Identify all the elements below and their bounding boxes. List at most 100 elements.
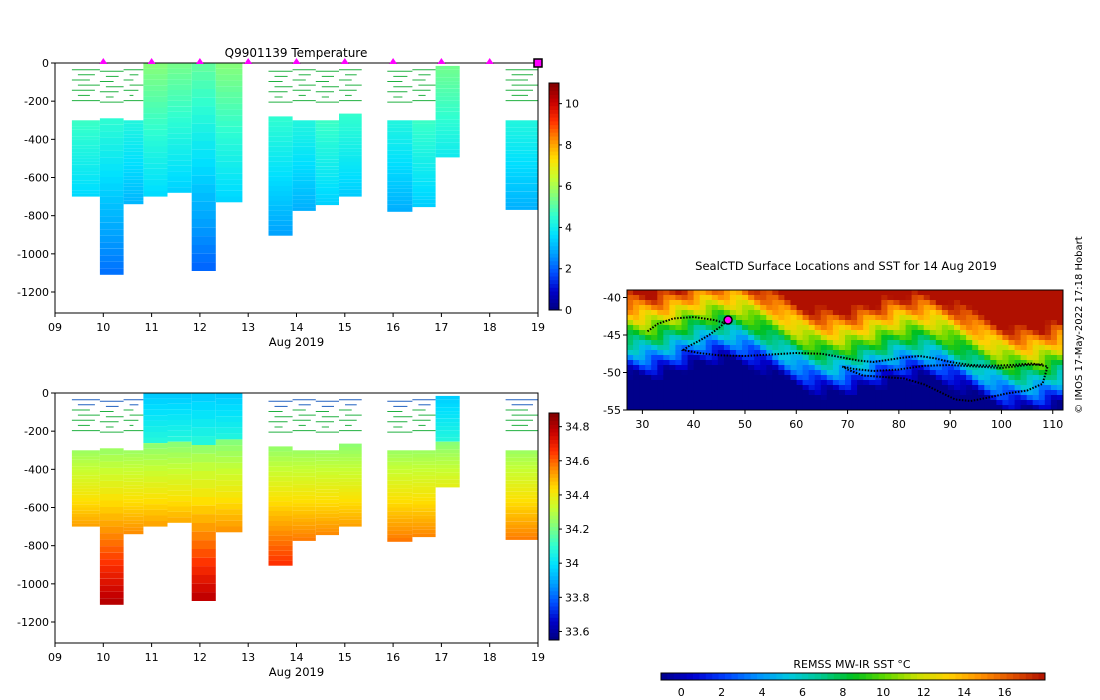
profile-cell xyxy=(292,491,316,496)
sst-cell xyxy=(966,295,973,301)
sst-cell xyxy=(699,385,707,391)
sst-cell xyxy=(1056,300,1064,306)
sst-cell xyxy=(808,400,816,406)
sst-cell xyxy=(754,330,761,336)
sst-cell xyxy=(899,295,907,301)
sst-cell xyxy=(639,340,646,346)
sst-cell xyxy=(960,340,967,346)
colorbar-segment xyxy=(549,568,559,573)
sst-cell xyxy=(645,305,652,311)
sst-cell xyxy=(820,380,828,386)
profile-cell xyxy=(123,530,144,535)
sst-cell xyxy=(808,370,816,376)
sst-cell xyxy=(784,365,791,371)
profile-cell xyxy=(292,207,316,211)
sst-cell xyxy=(627,355,634,361)
sst-cell xyxy=(881,290,888,296)
profile-cell xyxy=(167,79,192,85)
sst-cell xyxy=(808,295,816,301)
sst-cell xyxy=(766,335,773,341)
colorbar-segment xyxy=(549,170,559,175)
profile-cell xyxy=(71,513,100,518)
x-tick-label: 12 xyxy=(193,651,207,664)
profile-cell xyxy=(412,131,436,135)
sst-cell xyxy=(857,290,864,296)
sst-cell xyxy=(947,295,955,301)
sst-cell xyxy=(681,300,689,306)
sst-cell xyxy=(627,350,634,356)
sst-cell xyxy=(723,380,731,386)
profile-cell xyxy=(215,103,243,110)
sst-cell xyxy=(687,325,695,331)
sst-cell xyxy=(972,315,979,321)
sst-cell xyxy=(627,310,634,316)
sst-cell xyxy=(814,320,822,326)
sst-cell xyxy=(869,340,876,346)
sst-cell xyxy=(796,355,804,361)
sst-cell xyxy=(851,335,858,341)
sst-colorbar-segment xyxy=(1032,673,1040,680)
sst-cell xyxy=(784,345,791,351)
sst-cell xyxy=(941,405,949,411)
sst-cell xyxy=(663,405,670,411)
profile-cell xyxy=(191,167,216,176)
sst-cell xyxy=(1050,345,1058,351)
sst-cell xyxy=(669,290,676,296)
sst-cell xyxy=(972,340,979,346)
profile-cell xyxy=(315,503,339,507)
sst-cell xyxy=(772,290,779,296)
profile-cell xyxy=(412,185,436,189)
sst-cell xyxy=(754,320,761,326)
sst-cell xyxy=(705,400,713,406)
sst-cell xyxy=(1056,305,1064,311)
x-tick-label: 11 xyxy=(145,651,159,664)
sst-cell xyxy=(851,330,858,336)
sst-cell xyxy=(808,340,816,346)
profile-cell xyxy=(435,430,460,434)
sst-cell xyxy=(869,320,876,326)
profile-cell xyxy=(387,192,413,197)
sst-cell xyxy=(754,395,761,401)
sst-cell xyxy=(760,335,767,341)
sst-cell xyxy=(863,395,870,401)
sst-cell xyxy=(869,375,876,381)
sst-cell xyxy=(857,310,864,316)
profile-cell xyxy=(123,474,144,479)
sst-cell xyxy=(923,300,931,306)
sst-cell xyxy=(723,385,731,391)
colorbar-segment xyxy=(549,636,559,641)
sst-cell xyxy=(905,390,913,396)
sst-cell xyxy=(1002,405,1009,411)
sst-cell xyxy=(754,335,761,341)
sst-cell xyxy=(826,385,834,391)
sst-cell xyxy=(826,290,834,296)
sst-cell xyxy=(990,315,997,321)
sst-cell xyxy=(869,380,876,386)
sst-cell xyxy=(687,360,695,366)
profile-cell xyxy=(215,514,243,521)
sst-cell xyxy=(826,375,834,381)
sst-cell xyxy=(960,330,967,336)
sst-cell xyxy=(784,360,791,366)
sst-cell xyxy=(760,325,767,331)
sst-cell xyxy=(845,400,852,406)
sst-cell xyxy=(766,400,773,406)
sst-cell xyxy=(729,305,737,311)
profile-cell xyxy=(71,501,100,505)
sst-cell xyxy=(717,295,725,301)
sst-cell xyxy=(699,310,707,316)
sst-colorbar-segment xyxy=(661,673,668,680)
sst-cell xyxy=(899,335,907,341)
colorbar-segment xyxy=(549,492,559,497)
sst-cell xyxy=(838,340,846,346)
sst-cell xyxy=(669,295,676,301)
sst-cell xyxy=(796,370,804,376)
profile-cell xyxy=(412,472,436,476)
profile-cell xyxy=(339,193,362,197)
sst-cell xyxy=(687,395,695,401)
profile-cell xyxy=(123,130,144,135)
profile-cell xyxy=(387,120,413,125)
profile-cell xyxy=(292,522,316,526)
profile-cell xyxy=(412,464,436,469)
sst-cell xyxy=(966,390,973,396)
